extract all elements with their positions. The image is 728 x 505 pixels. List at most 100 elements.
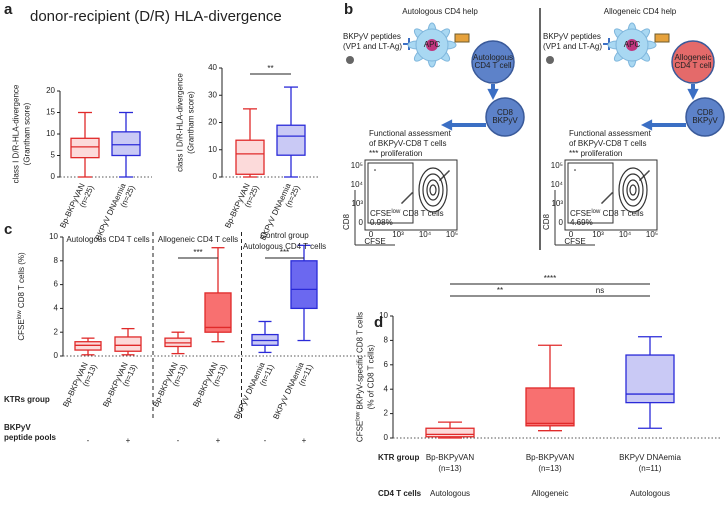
condition-label: Allogeneic [532, 489, 569, 498]
event [440, 178, 442, 180]
y-tick-label: 2 [384, 409, 389, 418]
y-axis-label: CFSElow BKPyV-specific CD8 T cells [355, 312, 365, 442]
flow-frame [564, 159, 658, 231]
significance-label: ** [267, 64, 273, 73]
event [647, 171, 649, 173]
y-tick-label: 20 [46, 86, 55, 95]
y-axis-label: (Grantham score) [23, 102, 32, 165]
event [408, 195, 410, 197]
cd8-label: CD8 [697, 108, 714, 117]
box [625, 354, 675, 404]
apc-label: APC [424, 40, 441, 49]
box [290, 260, 318, 310]
x-tick-label: (n=13) [538, 464, 562, 473]
flow-y-label: CD8 [342, 213, 351, 230]
event [446, 172, 448, 174]
y-axis-label: (% of CD8 T cells) [367, 344, 376, 409]
y-tick-label: 20 [208, 118, 217, 127]
assessment-label: of BKPyV-CD8 T cells [569, 139, 647, 148]
arrow-head [687, 88, 699, 100]
x-tick-label: (n=11) [639, 464, 662, 473]
event [401, 202, 403, 204]
contour [429, 184, 437, 196]
text-part: CD8 T cells [600, 209, 643, 218]
x-tick-label: BKPyV DNAemia [619, 453, 681, 462]
assessment-label: Functional assessment [569, 129, 652, 138]
y-tick-label: 4 [384, 384, 389, 393]
gate-percent: 4.69% [570, 218, 593, 227]
condition-label: - [87, 436, 90, 445]
significance-label: *** [193, 248, 202, 257]
apc-nucleus [626, 39, 638, 51]
superscript: low [355, 411, 361, 421]
event [439, 179, 441, 181]
event [608, 195, 610, 197]
flow-y-tick: 0 [359, 218, 364, 227]
box [204, 292, 232, 333]
event [405, 198, 407, 200]
superscript: low [591, 209, 601, 215]
cell [671, 40, 715, 84]
event [602, 201, 604, 203]
y-tick-label: 2 [54, 327, 59, 336]
y-tick-label: 0 [384, 433, 389, 442]
apc-nucleus [426, 39, 438, 51]
y-axis-label: class I D/R-HLA-divergence [176, 73, 185, 172]
flow-x-tick: 10⁴ [619, 230, 632, 239]
text-part: CFSE [356, 421, 365, 442]
peptide-label: BKPyV peptides [543, 32, 601, 41]
event [442, 176, 444, 178]
peptide-label: (VP1 and LT-Ag) [343, 42, 402, 51]
event [643, 175, 645, 177]
panel-title: donor-recipient (D/R) HLA-divergence [30, 8, 282, 25]
gate-label: CFSElow CD8 T cells [570, 209, 644, 219]
event [603, 200, 605, 202]
event [411, 192, 413, 194]
cd4-label: CD4 T cell [474, 61, 511, 70]
box [276, 124, 306, 156]
contour [626, 179, 640, 201]
flow-x-tick: 0 [369, 230, 374, 239]
y-tick-label: 5 [51, 151, 56, 160]
text-part: CD8 T cells (%) [17, 252, 26, 310]
receptor [654, 33, 670, 43]
condition-label: Autologous [630, 489, 670, 498]
panel-subtitle: Autologous CD4 help [402, 7, 478, 16]
event [607, 196, 609, 198]
text-part: (Grantham score) [23, 102, 32, 165]
condition-label: - [177, 436, 180, 445]
row-label: peptide pools [4, 433, 57, 442]
assessment-label: Functional assessment [369, 129, 452, 138]
flow-x-label: CFSE [364, 237, 385, 246]
flow-x-tick: 10³ [592, 230, 604, 239]
flow-y-tick: 10⁴ [351, 180, 364, 189]
flow-y-label: CD8 [542, 213, 551, 230]
contour [618, 167, 648, 213]
flow-y-tick: 10⁵ [551, 161, 563, 170]
contour [418, 167, 448, 213]
cell [471, 40, 515, 84]
contour [426, 179, 440, 201]
assessment-label: *** proliferation [369, 149, 422, 158]
event [443, 175, 445, 177]
x-tick-label: Bp-BKPyVAN [526, 453, 575, 462]
box [70, 137, 100, 159]
cd8-label: BKPyV [692, 116, 718, 125]
text-part: class I D/R-HLA-divergence [12, 84, 21, 183]
x-tick-label: Bp-BKPyVAN [426, 453, 475, 462]
event [646, 172, 648, 174]
row-label: BKPyV [4, 423, 31, 432]
y-axis-label: class I D/R-HLA-divergence [12, 84, 21, 183]
significance-label: **** [544, 274, 556, 283]
event [406, 197, 408, 199]
contour [629, 184, 637, 196]
y-tick-label: 10 [208, 145, 217, 154]
text-part: CD8 T cells [400, 209, 443, 218]
event [611, 192, 613, 194]
arrow-head [487, 88, 499, 100]
event [402, 201, 404, 203]
y-axis-label: CFSElow CD8 T cells (%) [17, 252, 27, 341]
condition-label: + [216, 436, 221, 445]
gate [567, 162, 614, 224]
event [404, 199, 406, 201]
